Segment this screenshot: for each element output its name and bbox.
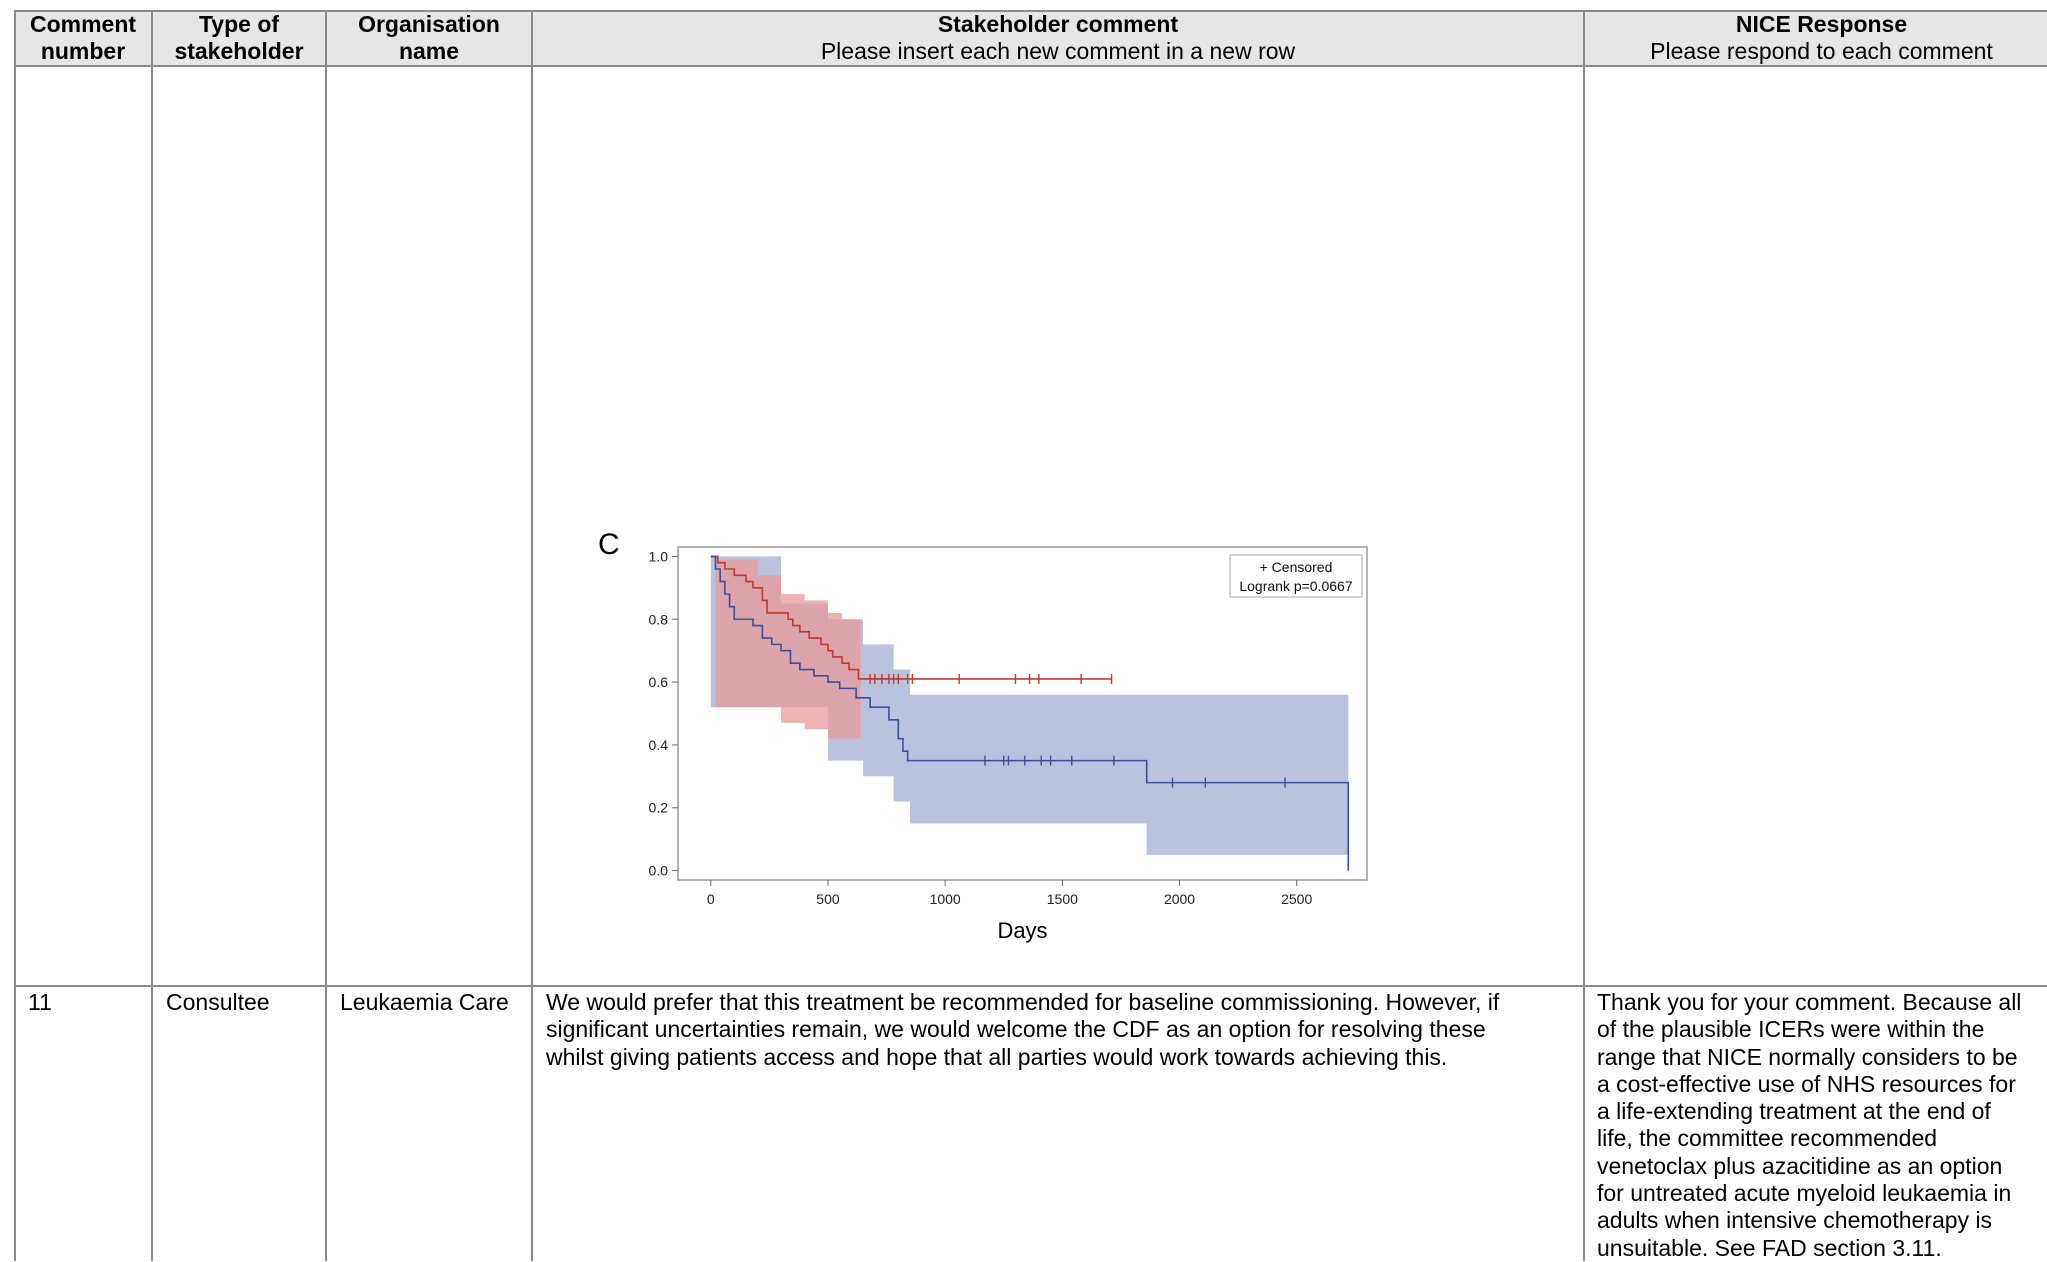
blue-survival-line xyxy=(710,555,1350,871)
header-organisation: Organisation name xyxy=(326,10,532,66)
row-comment-number: 11 xyxy=(28,989,52,1015)
header-title: NICE Response xyxy=(1735,11,1908,37)
legend-entry: Logrank p=0.0667 xyxy=(1239,578,1352,594)
header-subtitle: Please insert each new comment in a new … xyxy=(820,38,1296,64)
row-organisation-name: Leukaemia Care xyxy=(340,989,509,1015)
column-divider xyxy=(14,10,16,1261)
y-tick-label: 1.0 xyxy=(649,548,669,564)
y-tick-label: 0.0 xyxy=(649,863,669,879)
table-border-top xyxy=(14,10,2047,12)
header-title: Organisation name xyxy=(358,11,500,64)
row-nice-response: Thank you for your comment. Because all … xyxy=(1597,989,2022,1261)
header-title: Stakeholder comment xyxy=(937,11,1179,37)
blue-confidence-band xyxy=(710,556,1349,855)
column-divider xyxy=(1583,10,1585,1261)
header-stakeholder-type: Type of stakeholder xyxy=(152,10,326,66)
row-divider xyxy=(14,985,2047,987)
header-stakeholder-comment: Stakeholder comment Please insert each n… xyxy=(532,10,1584,66)
header-divider xyxy=(14,65,2047,67)
x-tick-label: 0 xyxy=(707,891,715,907)
red-survival-line xyxy=(710,555,1112,680)
header-subtitle: Please respond to each comment xyxy=(1650,38,1993,64)
row-stakeholder-type: Consultee xyxy=(166,989,270,1015)
y-tick-label: 0.4 xyxy=(649,737,669,753)
legend-box xyxy=(1229,554,1363,598)
header-title: Comment number xyxy=(29,11,137,64)
y-tick-label: 0.8 xyxy=(649,611,669,627)
x-tick-label: 1000 xyxy=(930,891,961,907)
x-tick-label: 500 xyxy=(816,891,840,907)
x-axis-title: Days xyxy=(997,918,1047,943)
x-tick-label: 2000 xyxy=(1164,891,1195,907)
header-title: Type of stakeholder xyxy=(174,11,304,64)
x-tick-label: 1500 xyxy=(1047,891,1078,907)
plot-frame xyxy=(677,546,1368,881)
table-header-row xyxy=(14,10,2047,66)
row-stakeholder-comment: We would prefer that this treatment be r… xyxy=(546,989,1500,1070)
column-divider xyxy=(531,10,533,1261)
kaplan-meier-chart: 0.0 0.2 0.4 0.6 0.8 1.0 0 500 1000 1500 2000 2500 Da… xyxy=(598,528,1368,943)
column-divider xyxy=(151,10,153,1261)
x-tick-label: 2500 xyxy=(1281,891,1312,907)
column-divider xyxy=(325,10,327,1261)
y-tick-label: 0.2 xyxy=(649,800,669,816)
panel-label: C xyxy=(598,528,620,561)
y-tick-label: 0.6 xyxy=(649,674,669,690)
legend-entry: + Censored xyxy=(1260,559,1333,575)
red-confidence-band xyxy=(715,559,861,739)
header-comment-number: Comment number xyxy=(14,10,152,66)
header-nice-response: NICE Response Please respond to each com… xyxy=(1584,10,2047,66)
